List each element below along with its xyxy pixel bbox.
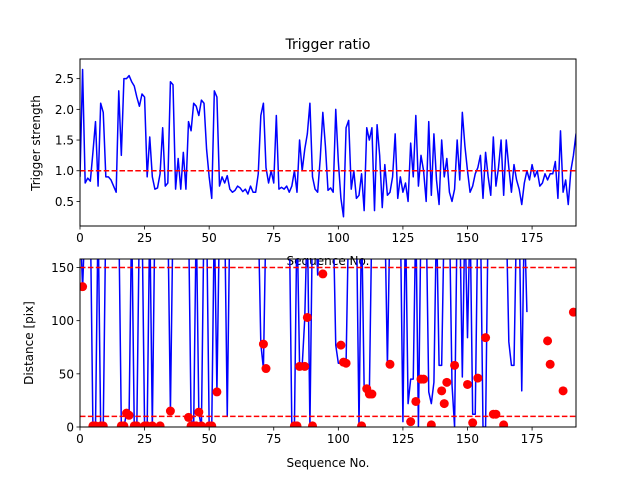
bottom-marker-46: [426, 420, 436, 427]
bottom-y-tick-label: 0: [66, 421, 74, 435]
bottom-y-tick-label: 100: [51, 314, 74, 328]
bottom-marker-57: [499, 420, 509, 427]
bottom-marker-0: [80, 282, 88, 292]
bottom-marker-20: [194, 407, 204, 417]
top-plot-area: 0 25 50 75 100 125 150 175 0.5 1.0 1.5 2.0 2.5: [55, 58, 577, 245]
bottom-marker-6: [119, 421, 129, 427]
top-x-tick-label: 0: [76, 231, 84, 245]
bottom-x-axis-label: Sequence No.: [287, 456, 370, 470]
bottom-marker-15: [165, 406, 175, 416]
bottom-marker-36: [341, 358, 351, 368]
bottom-marker-16: [184, 412, 193, 422]
top-x-tick-label: 125: [391, 231, 414, 245]
bottom-x-tick-label: 25: [137, 432, 152, 446]
top-x-tick-label: 50: [202, 231, 217, 245]
bottom-marker-4: [98, 421, 108, 427]
bottom-marker-10: [132, 421, 142, 427]
top-y-tick-label: 1.0: [55, 164, 74, 178]
bottom-marker-25: [258, 339, 268, 349]
bottom-x-tick-label: 100: [327, 432, 350, 446]
bottom-x-tick-label: 50: [202, 432, 217, 446]
top-y-tick-label: 2.0: [55, 103, 74, 117]
bottom-plot-contents: [80, 259, 576, 427]
top-panel-title: Trigger ratio: [284, 37, 370, 53]
bottom-marker-34: [336, 340, 346, 350]
bottom-marker-59: [545, 359, 555, 369]
bottom-marker-43: [411, 396, 421, 406]
trigger-ratio-panel: Trigger ratio 0 25 50 75 100 125 150 175 0.5 1.0 1…: [29, 37, 577, 268]
bottom-marker-31: [302, 312, 312, 322]
bottom-marker-24: [212, 387, 222, 397]
bottom-x-tick-label: 75: [266, 432, 281, 446]
bottom-marker-33: [318, 269, 328, 279]
bottom-x-tick-label: 125: [391, 432, 414, 446]
bottom-marker-52: [468, 418, 478, 427]
top-x-tick-label: 150: [456, 231, 479, 245]
top-axes-frame: [79, 58, 577, 227]
bottom-marker-58: [543, 336, 553, 346]
bottom-marker-37: [357, 421, 367, 427]
top-x-tick-label: 100: [327, 231, 350, 245]
bottom-marker-47: [437, 386, 447, 396]
bottom-x-tick-label: 175: [521, 432, 544, 446]
bottom-marker-14: [155, 421, 165, 427]
bottom-x-tick-label: 150: [456, 432, 479, 446]
bottom-marker-40: [367, 389, 377, 399]
bottom-marker-41: [385, 359, 395, 369]
bottom-marker-49: [442, 377, 452, 387]
bottom-marker-60: [558, 386, 568, 396]
top-y-tick-label: 1.5: [55, 134, 74, 148]
bottom-marker-61: [568, 307, 576, 317]
bottom-marker-56: [491, 409, 501, 419]
bottom-y-tick-label: 150: [51, 261, 74, 275]
distance-panel: 0 25 50 75 100 125 150 175 0 50 100 150 Sequence No…: [22, 258, 577, 470]
top-y-axis-label: Trigger strength: [29, 95, 43, 192]
top-x-tick-label: 175: [521, 231, 544, 245]
bottom-marker-50: [450, 360, 460, 370]
bottom-marker-32: [308, 421, 317, 427]
top-x-tick-label: 75: [266, 231, 281, 245]
bottom-marker-48: [439, 399, 449, 409]
bottom-marker-45: [419, 374, 429, 384]
bottom-marker-23: [207, 421, 217, 427]
bottom-marker-21: [196, 421, 206, 427]
bottom-axes-frame: [79, 258, 577, 428]
top-y-tick-label: 0.5: [55, 195, 74, 209]
bottom-marker-30: [300, 361, 310, 371]
bottom-marker-26: [261, 364, 271, 374]
bottom-series-line-0: [80, 259, 528, 427]
bottom-marker-54: [481, 333, 491, 343]
bottom-marker-28: [292, 421, 302, 427]
top-x-tick-label: 25: [137, 231, 152, 245]
bottom-x-tick-label: 0: [76, 432, 84, 446]
top-series-line-0: [80, 68, 576, 218]
bottom-y-tick-label: 50: [59, 367, 74, 381]
bottom-marker-13: [147, 421, 157, 427]
bottom-marker-8: [124, 410, 134, 420]
top-y-tick-label: 2.5: [55, 72, 74, 86]
bottom-marker-53: [473, 373, 483, 383]
bottom-marker-42: [406, 417, 416, 427]
bottom-marker-51: [463, 379, 472, 389]
top-plot-contents: [80, 68, 576, 218]
bottom-plot-area: 0 25 50 75 100 125 150 175 0 50 100 150: [51, 258, 577, 446]
bottom-y-axis-label: Distance [pix]: [22, 301, 36, 385]
